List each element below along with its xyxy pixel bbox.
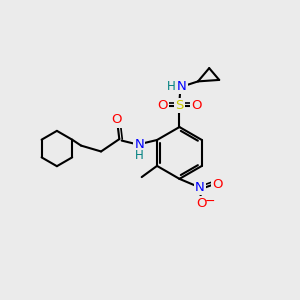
Text: O: O — [112, 113, 122, 127]
Text: N: N — [134, 138, 144, 151]
Text: O: O — [196, 197, 207, 210]
Text: N: N — [195, 181, 205, 194]
Text: −: − — [205, 194, 216, 207]
Text: O: O — [157, 99, 168, 112]
Text: H: H — [167, 80, 176, 93]
Text: N: N — [177, 80, 187, 93]
Text: S: S — [175, 99, 184, 112]
Text: O: O — [191, 99, 202, 112]
Text: H: H — [135, 149, 144, 162]
Text: O: O — [212, 178, 222, 191]
